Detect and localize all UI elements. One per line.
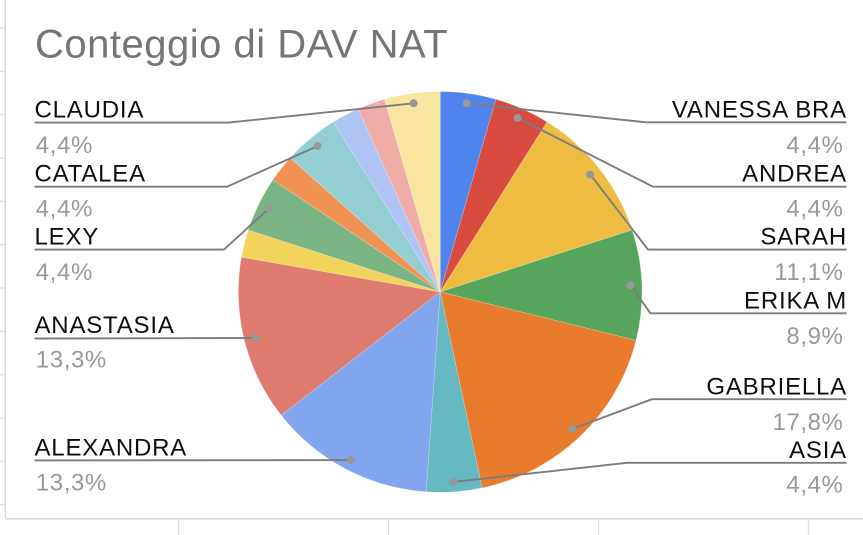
svg-text:4,4%: 4,4% [36, 196, 93, 223]
svg-text:4,4%: 4,4% [36, 259, 93, 286]
svg-text:GABRIELLA: GABRIELLA [706, 374, 847, 401]
svg-text:ASIA: ASIA [789, 437, 847, 464]
svg-text:4,4%: 4,4% [36, 132, 93, 159]
svg-text:CLAUDIA: CLAUDIA [35, 96, 145, 123]
svg-text:ALEXANDRA: ALEXANDRA [35, 435, 188, 462]
svg-text:ERIKA M: ERIKA M [744, 288, 847, 315]
svg-text:ANDREA: ANDREA [742, 160, 847, 187]
svg-text:LEXY: LEXY [35, 224, 100, 251]
svg-text:VANESSA BRA: VANESSA BRA [672, 96, 847, 123]
svg-text:11,1%: 11,1% [774, 259, 843, 286]
svg-text:13,3%: 13,3% [36, 469, 107, 496]
svg-text:SARAH: SARAH [760, 224, 847, 251]
svg-text:4,4%: 4,4% [786, 196, 843, 223]
svg-text:ANASTASIA: ANASTASIA [35, 312, 175, 339]
svg-text:13,3%: 13,3% [36, 347, 107, 374]
svg-text:4,4%: 4,4% [786, 132, 843, 159]
svg-text:17,8%: 17,8% [772, 409, 843, 436]
svg-text:8,9%: 8,9% [786, 323, 843, 350]
svg-text:CATALEA: CATALEA [35, 160, 146, 187]
svg-text:4,4%: 4,4% [786, 472, 843, 499]
svg-text:Conteggio di DAV NAT: Conteggio di DAV NAT [35, 23, 448, 67]
